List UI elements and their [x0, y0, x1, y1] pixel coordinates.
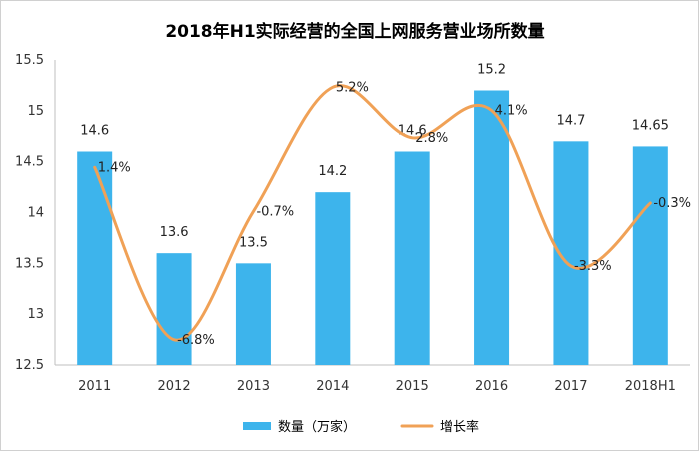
y-tick-label: 15 [27, 104, 44, 119]
legend-bar-swatch [243, 422, 271, 430]
growth-rate-label: -0.7% [256, 204, 294, 219]
y-tick-label: 12.5 [15, 358, 44, 373]
bar [474, 90, 510, 365]
bar-value-label: 13.5 [239, 235, 268, 250]
bar-value-label: 14.65 [632, 118, 669, 133]
x-tick-label: 2011 [78, 379, 111, 394]
legend: 数量（万家） 增长率 [243, 419, 479, 435]
x-tick-label: 2016 [475, 379, 508, 394]
line-series [93, 84, 652, 342]
growth-rate-label: -3.3% [574, 259, 612, 274]
line-labels: 1.4% -6.8% -0.7% 5.2% 2.8% 4.1% -3.3% -0.3% [98, 80, 691, 347]
growth-rate-label: 5.2% [336, 80, 369, 95]
bar [315, 192, 351, 365]
y-tick-label: 13 [27, 307, 44, 322]
x-tick-label: 2015 [396, 379, 429, 394]
bar-value-label: 14.2 [318, 164, 347, 179]
bar-value-label: 13.6 [160, 225, 189, 240]
chart-title: 2018年H1实际经营的全国上网服务营业场所数量 [165, 21, 544, 42]
bar [394, 151, 430, 365]
bar [77, 151, 113, 365]
bar [235, 263, 271, 365]
growth-rate-label: -6.8% [177, 333, 215, 348]
y-tick-label: 15.5 [15, 53, 44, 68]
x-tick-label: 2012 [158, 379, 191, 394]
x-axis-ticks: 2011 2012 2013 2014 2015 2016 2017 2018H1 [78, 379, 676, 394]
bar [632, 146, 668, 365]
y-tick-label: 14.5 [15, 155, 44, 170]
y-tick-label: 14 [27, 206, 44, 221]
x-tick-label: 2014 [316, 379, 349, 394]
y-tick-label: 13.5 [15, 256, 44, 271]
growth-rate-label: -0.3% [653, 196, 691, 211]
bar-series [77, 90, 668, 365]
growth-rate-line [93, 84, 652, 342]
bar [156, 253, 192, 365]
x-tick-label: 2018H1 [625, 379, 676, 394]
bar-value-label: 15.2 [477, 63, 506, 78]
bar-labels: 14.613.613.514.214.615.214.7 14.65 [80, 63, 669, 251]
growth-rate-label: 4.1% [495, 103, 528, 118]
y-axis-ticks: 15.5 15 14.5 14 13.5 13 12.5 [15, 53, 44, 373]
x-tick-label: 2017 [554, 379, 587, 394]
x-tick-label: 2013 [237, 379, 270, 394]
bar-value-label: 14.7 [556, 113, 585, 128]
growth-rate-label: 2.8% [415, 131, 448, 146]
legend-bar-label: 数量（万家） [278, 419, 356, 435]
bar-value-label: 14.6 [80, 124, 109, 139]
legend-line-label: 增长率 [440, 419, 479, 435]
growth-rate-label: 1.4% [98, 160, 131, 175]
